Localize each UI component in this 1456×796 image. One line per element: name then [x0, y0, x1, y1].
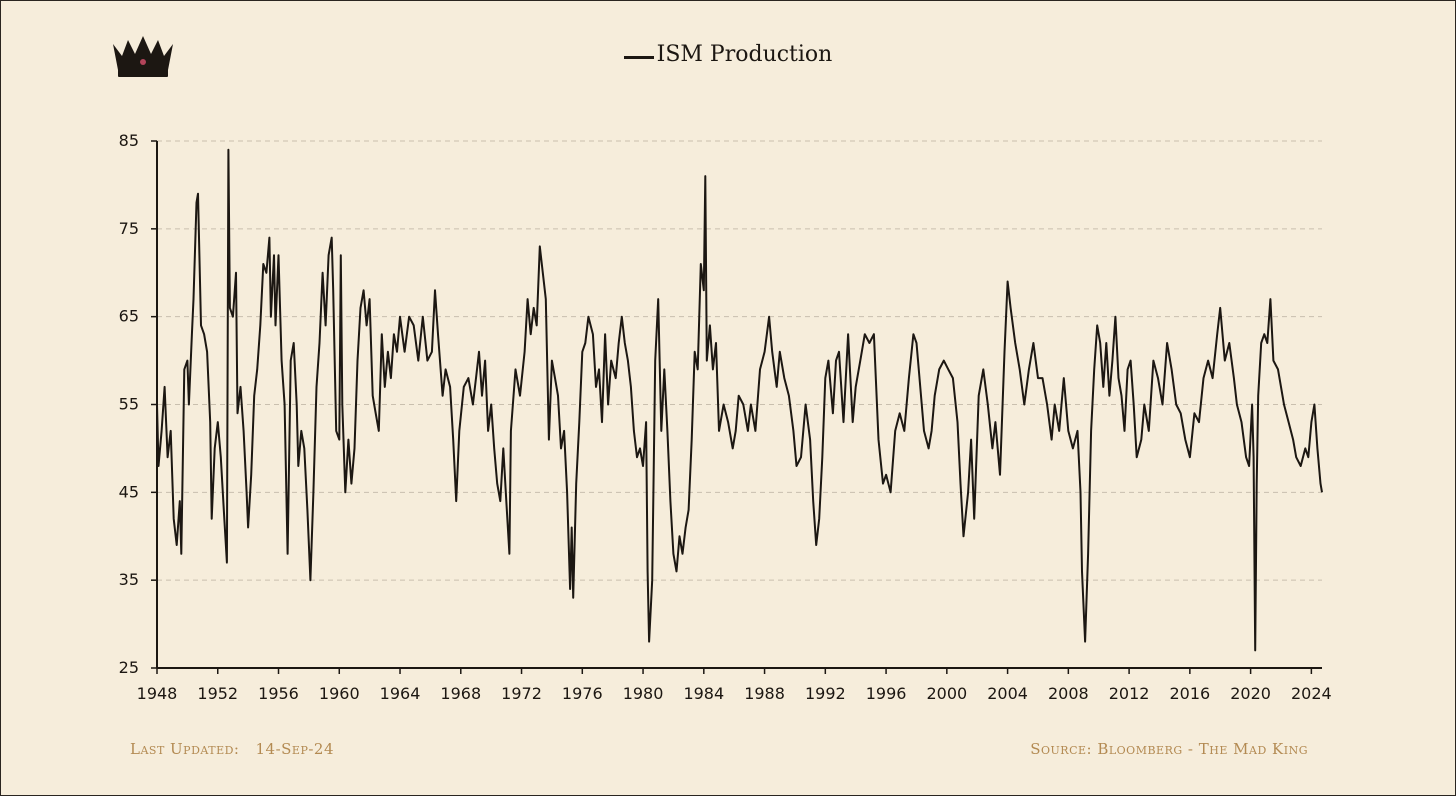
x-tick-label: 1968	[440, 684, 481, 703]
x-tick-label: 1964	[380, 684, 421, 703]
y-tick-label: 85	[119, 131, 139, 150]
legend-label: ISM Production	[656, 42, 833, 67]
x-tick-label: 1988	[744, 684, 785, 703]
y-tick-label: 75	[119, 219, 139, 238]
chart-legend: ISM Production	[0, 42, 1456, 67]
x-tick-label: 1984	[683, 684, 724, 703]
source-note: Source: Bloomberg - The Mad King	[1030, 740, 1308, 758]
x-tick-label: 1948	[137, 684, 178, 703]
last-updated-date: 14-Sep-24	[255, 740, 335, 758]
series-line-ism-production	[156, 148, 1323, 652]
last-updated-label: Last Updated:	[130, 740, 240, 758]
x-tick-label: 2012	[1109, 684, 1150, 703]
y-tick-label: 35	[119, 570, 139, 589]
x-tick-label: 2008	[1048, 684, 1089, 703]
x-tick-label: 1956	[258, 684, 299, 703]
x-tick-label: 2004	[987, 684, 1028, 703]
x-tick-label: 2020	[1230, 684, 1271, 703]
x-tick-label: 2016	[1169, 684, 1210, 703]
x-tick-label: 1992	[805, 684, 846, 703]
crown-icon	[113, 36, 173, 77]
x-tick-label: 2024	[1291, 684, 1332, 703]
x-tick-label: 2000	[926, 684, 967, 703]
y-tick-label: 25	[119, 658, 139, 677]
y-tick-label: 65	[119, 307, 139, 326]
x-tick-label: 1952	[197, 684, 238, 703]
x-tick-label: 1976	[562, 684, 603, 703]
x-tick-label: 1980	[623, 684, 664, 703]
legend-line-swatch	[623, 55, 654, 59]
x-tick-label: 1996	[866, 684, 907, 703]
y-tick-label: 45	[119, 482, 139, 501]
last-updated: Last Updated: 14-Sep-24	[130, 740, 334, 758]
x-tick-label: 1972	[501, 684, 542, 703]
y-tick-label: 55	[119, 395, 139, 414]
x-tick-label: 1960	[319, 684, 360, 703]
